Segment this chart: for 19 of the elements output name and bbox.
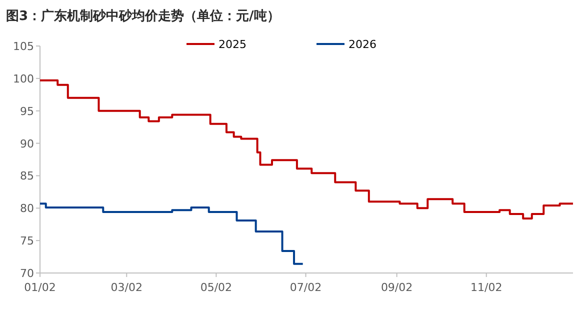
ytick: 105: [13, 40, 34, 53]
title: 图3：广东机制砂中砂均价走势（单位：元/吨）: [6, 9, 280, 24]
legend-label: 2025: [218, 38, 246, 51]
ytick: 90: [20, 137, 34, 150]
xtick: 03/02: [110, 281, 142, 294]
ytick: 70: [20, 267, 34, 280]
ytick: 75: [20, 234, 34, 248]
xtick: 11/02: [470, 281, 502, 294]
legend-label: 2026: [348, 38, 376, 51]
legend-item: 2026: [316, 38, 376, 51]
ytick: 100: [13, 72, 34, 86]
xtick: 09/02: [380, 281, 413, 294]
xtick: 01/02: [24, 281, 56, 294]
ytick: 95: [20, 104, 34, 118]
legend-item: 2025: [186, 38, 246, 51]
ytick: 85: [20, 170, 34, 183]
xtick: 05/02: [200, 281, 232, 294]
xtick: 07/02: [290, 281, 322, 294]
ytick: 80: [20, 202, 34, 216]
